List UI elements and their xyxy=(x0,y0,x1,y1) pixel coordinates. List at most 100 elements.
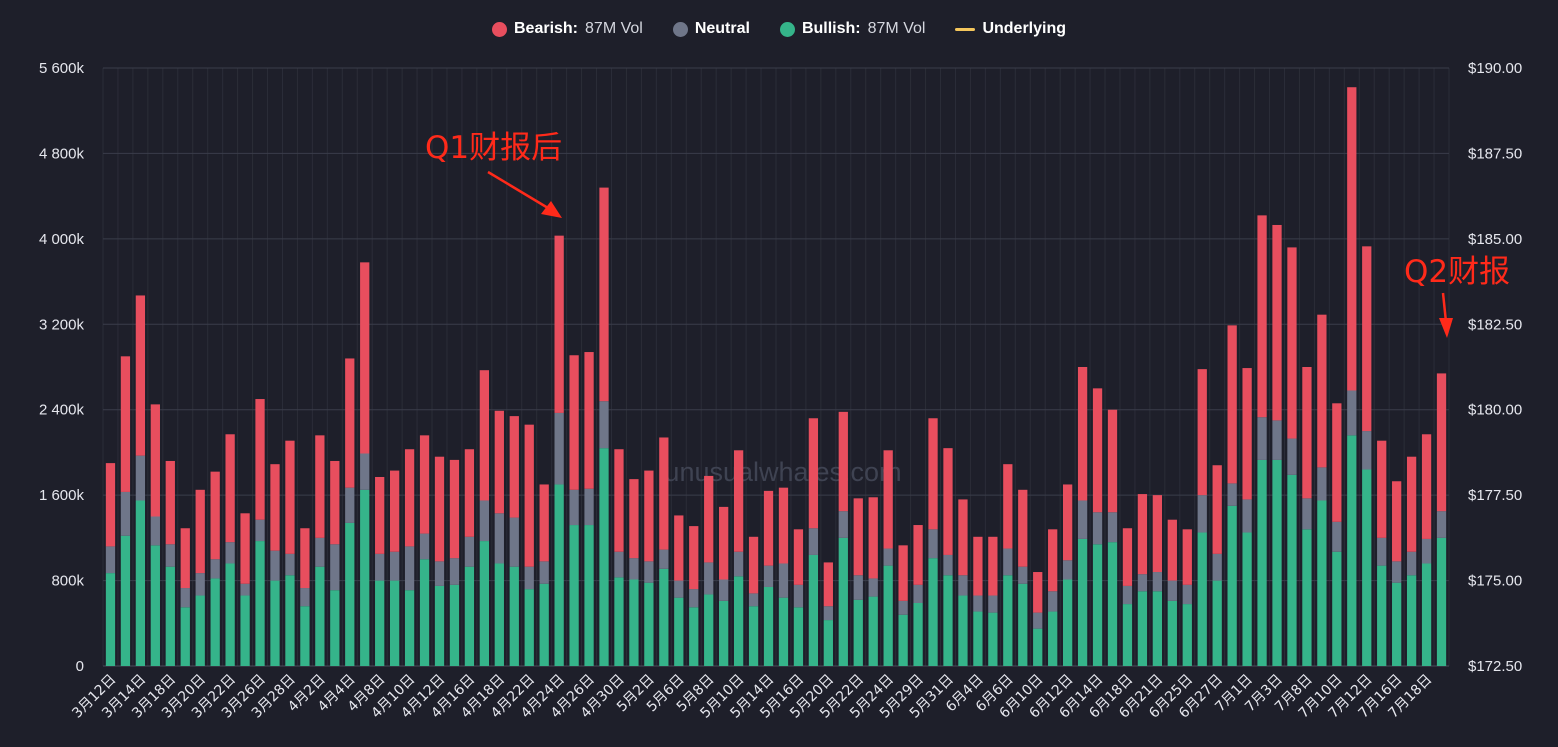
bar-neutral xyxy=(240,583,250,596)
bar-bearish xyxy=(1272,224,1282,421)
left-tick-label: 0 xyxy=(76,658,84,675)
bar-neutral xyxy=(748,593,759,607)
left-tick-label: 1 600k xyxy=(39,487,85,504)
bar-bullish xyxy=(434,585,445,666)
bar-bullish xyxy=(674,597,684,666)
bar-bearish xyxy=(614,449,624,552)
bar-bullish xyxy=(1347,435,1357,666)
bar-bearish xyxy=(1122,528,1133,586)
bar-bullish xyxy=(838,537,848,666)
bar-bearish xyxy=(1018,489,1028,567)
right-tick-label: $177.50 xyxy=(1468,487,1522,504)
bar-bullish xyxy=(225,563,235,666)
bar-bearish xyxy=(1197,369,1207,496)
bar-bullish xyxy=(539,583,549,666)
bar-bullish xyxy=(853,599,863,666)
bar-bearish xyxy=(1092,388,1103,513)
left-tick-label: 3 200k xyxy=(39,316,85,333)
bar-bullish xyxy=(270,580,280,666)
bar-bearish xyxy=(763,490,774,566)
bar-neutral xyxy=(704,562,714,595)
bar-neutral xyxy=(509,517,519,567)
bar-bullish xyxy=(105,573,116,666)
bar-bearish xyxy=(1362,246,1372,432)
bar-bullish xyxy=(988,612,998,666)
legend: Bearish: 87M Vol Neutral Bullish: 87M Vol Und… xyxy=(0,20,1558,38)
x-axis-tick-labels: 3月12日3月14日3月18日3月20日3月22日3月26日3月28日4月2日4… xyxy=(69,672,1435,722)
bar-neutral xyxy=(255,519,265,542)
legend-marker xyxy=(779,21,795,37)
bar-bullish xyxy=(479,541,490,666)
bar-bearish xyxy=(1317,314,1327,468)
bar-neutral xyxy=(883,548,893,566)
bar-neutral xyxy=(1242,499,1252,533)
bar-bullish xyxy=(943,575,953,666)
bar-bearish xyxy=(778,487,789,564)
bar-bearish xyxy=(330,460,340,545)
legend-item-underlying[interactable]: Underlying xyxy=(955,20,1066,38)
bar-bearish xyxy=(629,479,639,559)
bar-bullish xyxy=(449,584,460,666)
bar-bearish xyxy=(210,471,220,560)
bar-bullish xyxy=(868,596,878,666)
bar-bearish xyxy=(704,475,714,563)
bar-bearish xyxy=(479,370,490,501)
right-tick-label: $187.50 xyxy=(1468,145,1522,162)
bar-bullish xyxy=(733,576,744,666)
bar-neutral xyxy=(1003,548,1013,576)
left-tick-label: 2 400k xyxy=(39,402,85,419)
bar-bearish xyxy=(404,449,415,547)
legend-item-neutral[interactable]: Neutral xyxy=(672,20,750,38)
bar-bearish xyxy=(449,459,460,559)
bar-neutral xyxy=(1272,420,1282,460)
bar-bullish xyxy=(1332,551,1342,666)
bar-neutral xyxy=(1362,431,1372,470)
bar-neutral xyxy=(404,546,415,591)
bar-neutral xyxy=(449,558,460,585)
bar-bullish xyxy=(808,554,819,666)
annotation-arrows xyxy=(487,170,1453,338)
bar-neutral xyxy=(419,533,430,560)
bar-bearish xyxy=(389,470,400,552)
bar-neutral xyxy=(539,561,549,584)
bar-bullish xyxy=(419,559,430,666)
bar-neutral xyxy=(1122,585,1133,605)
bar-bearish xyxy=(973,536,983,596)
legend-label: Bearish: xyxy=(513,20,579,37)
bar-bullish xyxy=(973,611,983,666)
bar-bullish xyxy=(1212,580,1222,666)
bar-neutral xyxy=(793,584,804,608)
bar-neutral xyxy=(1377,537,1387,566)
legend-item-bearish[interactable]: Bearish: 87M Vol xyxy=(491,20,643,38)
bar-bearish xyxy=(1377,440,1387,538)
bar-bullish xyxy=(210,578,220,666)
bar-bullish xyxy=(793,607,804,666)
bar-bullish xyxy=(150,545,160,666)
bar-bearish xyxy=(1302,367,1312,499)
bar-bearish xyxy=(180,528,190,589)
bar-neutral xyxy=(1077,500,1088,539)
legend-item-bullish[interactable]: Bullish: 87M Vol xyxy=(779,20,926,38)
bar-bullish xyxy=(300,606,310,666)
q2-annotation: Q2财报 xyxy=(1404,254,1511,290)
bar-bearish xyxy=(644,470,654,562)
legend-volume: 87M Vol xyxy=(867,20,926,37)
bar-bullish xyxy=(330,590,340,666)
bar-neutral xyxy=(375,553,385,581)
bar-bullish xyxy=(958,595,968,666)
bar-bearish xyxy=(494,410,504,514)
right-tick-label: $190.00 xyxy=(1468,60,1522,77)
legend-marker xyxy=(491,21,507,37)
bar-bearish xyxy=(1257,215,1267,418)
bar-bullish xyxy=(629,579,639,666)
bar-bearish xyxy=(120,356,131,492)
bar-neutral xyxy=(1107,512,1118,543)
bar-bullish xyxy=(1362,469,1372,666)
bar-neutral xyxy=(1436,511,1447,538)
bar-bearish xyxy=(270,464,280,551)
bar-neutral xyxy=(629,558,639,580)
bar-neutral xyxy=(1392,561,1402,583)
bar-bullish xyxy=(240,595,250,666)
bar-bullish xyxy=(165,566,175,666)
